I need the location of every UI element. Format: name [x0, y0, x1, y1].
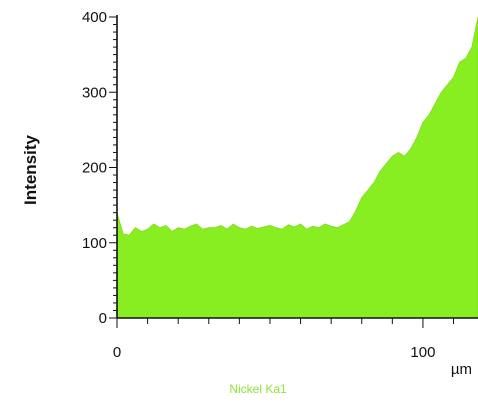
- y-tick-label: 300: [82, 84, 107, 101]
- y-tick-label: 400: [82, 9, 107, 26]
- y-axis-ticks: 0 100 200 300 400: [82, 9, 117, 327]
- y-axis-title: Intensity: [21, 135, 40, 205]
- y-tick-label: 0: [99, 310, 107, 327]
- series-area: [116, 16, 478, 319]
- x-tick-label: 100: [410, 344, 435, 361]
- y-tick-label: 100: [82, 235, 107, 252]
- x-tick-label: 0: [113, 344, 121, 361]
- x-axis-ticks: 0 100: [113, 318, 455, 361]
- plot-area: [116, 16, 478, 319]
- y-tick-label: 200: [82, 160, 107, 177]
- series-label: Nickel Ka1: [229, 382, 287, 396]
- x-axis-unit-label: µm: [451, 361, 472, 378]
